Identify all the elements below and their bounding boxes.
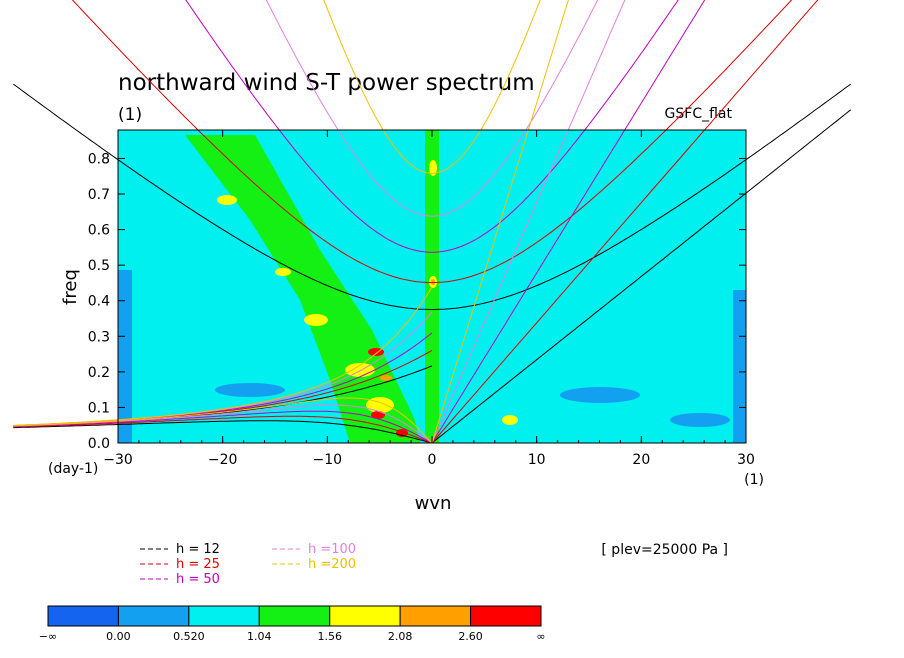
y-axis: 0.0 0.1 0.2 0.3 0.4 0.5 0.6 0.7 0.8: [88, 151, 746, 452]
peak-patch: [304, 314, 328, 326]
x-axis-label: wvn: [415, 493, 452, 514]
y-axis-unit: (day-1): [48, 461, 98, 477]
low-power-right: [733, 290, 746, 443]
y-tick-label: 0.0: [88, 436, 110, 452]
kelvin-wave-curve: [431, 0, 626, 444]
colorbar-label: −∞: [39, 630, 57, 643]
low-power-left: [118, 270, 132, 443]
colorbar-label: ∞: [536, 630, 545, 643]
kelvin-wave-curve: [431, 0, 706, 444]
chart-subtitle: (1): [118, 105, 142, 125]
equatorial-rossby-curve: [13, 415, 433, 444]
y-tick-label: 0.8: [88, 151, 110, 167]
source-label: GSFC_flat: [665, 106, 733, 122]
colorbar-segment: [47, 605, 119, 627]
legend-label: h = 50: [176, 572, 220, 587]
colorbar-segment: [470, 605, 542, 627]
equatorial-rossby-curve: [13, 420, 433, 444]
x-tick-label: −10: [313, 452, 343, 468]
y-axis-label: freq: [60, 269, 81, 305]
plot-background: [118, 130, 746, 443]
mixed-rossby-gravity-curve: [13, 286, 433, 426]
y-tick-label: 0.1: [88, 400, 110, 416]
x-tick-label: 0: [428, 452, 437, 468]
x-tick-label: 10: [528, 452, 546, 468]
kelvin-wave-curve: [431, 109, 852, 444]
colorbar: −∞ 0.00 0.520 1.04 1.56 2.08 2.60 ∞: [39, 605, 546, 643]
colorbar-segment: [329, 605, 401, 627]
peak-core: [380, 375, 392, 381]
x-axis: −30 −20 −10 0 10 20 30: [103, 130, 755, 468]
colorbar-segment: [117, 605, 190, 627]
peak-core: [371, 411, 385, 419]
colorbar-segment: [258, 605, 331, 627]
x-tick-label: −20: [208, 452, 238, 468]
low-power-patch: [560, 387, 640, 403]
colorbar-segment: [399, 605, 472, 627]
colorbar-label: 2.60: [458, 630, 483, 643]
inertia-gravity-curve: [71, 0, 793, 284]
colorbar-label: 1.04: [247, 630, 272, 643]
legend-label: h =100: [308, 542, 356, 557]
inertia-gravity-curve: [185, 0, 679, 253]
inertia-gravity-curve: [265, 0, 599, 217]
peak-patch: [429, 160, 437, 176]
colorbar-label: 1.56: [317, 630, 342, 643]
low-power-patch: [215, 383, 285, 397]
legend-label: h = 25: [176, 557, 220, 572]
equatorial-rossby-curve: [13, 410, 433, 444]
x-tick-label: −30: [103, 452, 133, 468]
inertia-gravity-curve: [13, 83, 851, 310]
x-tick-label: 20: [632, 452, 650, 468]
y-tick-label: 0.2: [88, 365, 110, 381]
peak-patch: [275, 268, 291, 276]
kelvin-wave-curve: [431, 0, 819, 444]
y-tick-label: 0.3: [88, 329, 110, 345]
inertia-gravity-curve: [323, 0, 541, 174]
y-tick-label: 0.6: [88, 223, 110, 239]
y-tick-label: 0.4: [88, 294, 110, 310]
low-power-patch: [670, 413, 730, 427]
colorbar-label: 0.00: [106, 630, 131, 643]
legend-label: h = 12: [176, 542, 220, 557]
x-tick-label: 30: [737, 452, 755, 468]
legend-label: h =200: [308, 557, 356, 572]
kelvin-wave-curve: [431, 0, 569, 444]
colorbar-label: 0.520: [173, 630, 205, 643]
y-tick-label: 0.5: [88, 258, 110, 274]
peak-core: [431, 279, 435, 285]
colorbar-segment: [188, 605, 260, 627]
y-tick-label: 0.7: [88, 187, 110, 203]
equatorial-rossby-curve: [13, 397, 433, 444]
peak-patch: [217, 195, 237, 205]
chart-title: northward wind S-T power spectrum: [118, 70, 535, 96]
level-annotation: [ plev=25000 Pa ]: [601, 542, 728, 558]
dispersion-curves: [13, 0, 852, 444]
peak-patch: [366, 397, 394, 413]
colorbar-label: 2.08: [388, 630, 413, 643]
x-axis-unit: (1): [744, 472, 764, 488]
peak-patch: [502, 415, 518, 425]
